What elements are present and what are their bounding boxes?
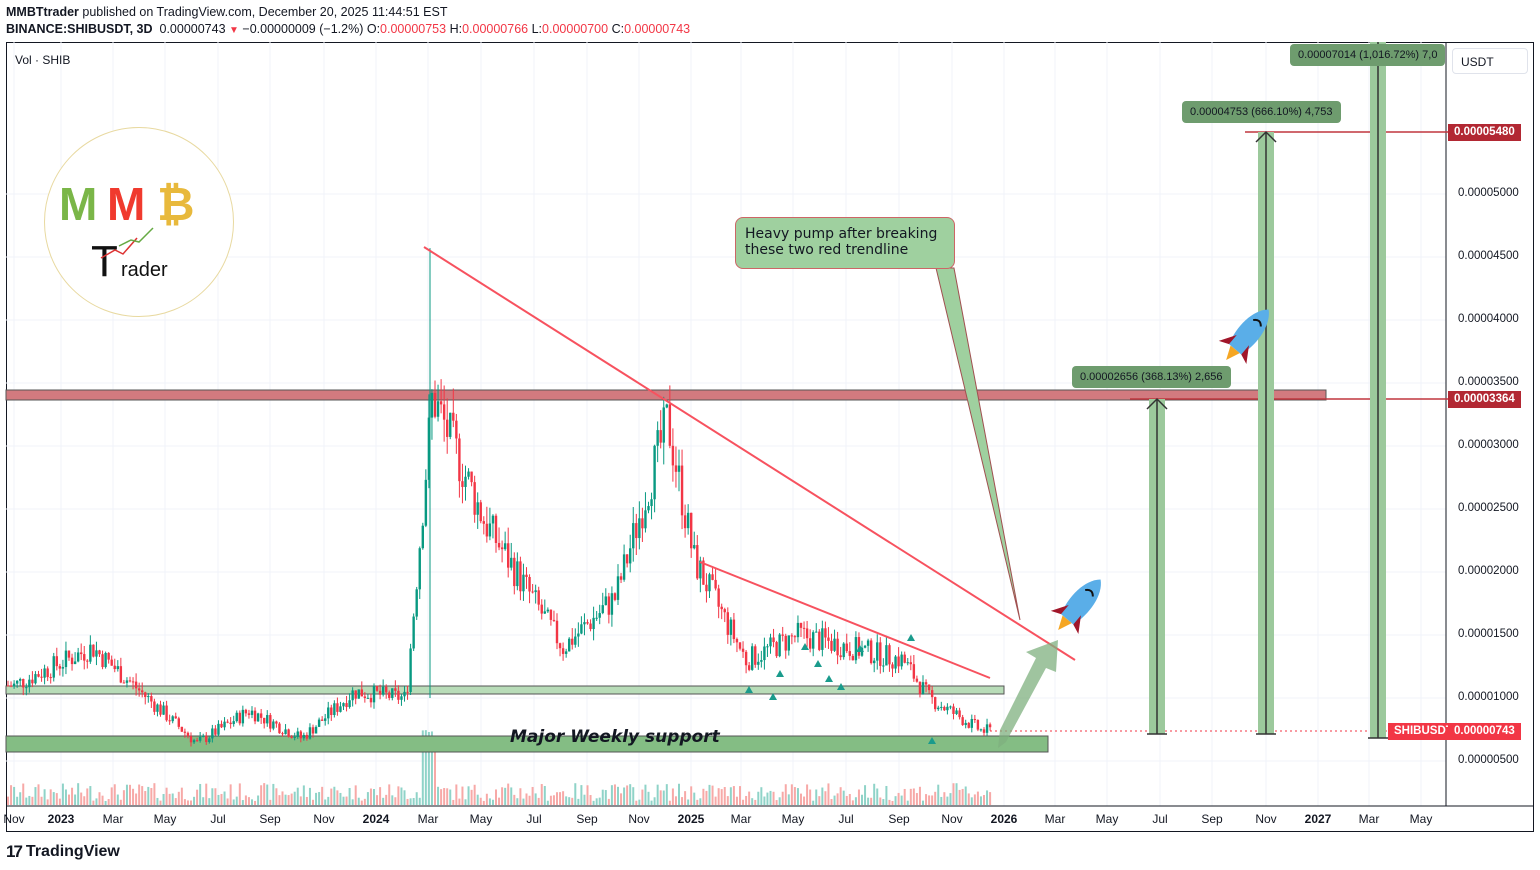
time-tick: Jul bbox=[210, 812, 226, 826]
resistance-price-tag: 0.00003364 bbox=[1448, 391, 1521, 408]
time-tick: Mar bbox=[1044, 812, 1066, 826]
time-tick: 2024 bbox=[362, 812, 390, 826]
time-tick: Nov bbox=[3, 812, 25, 826]
svg-text:rader: rader bbox=[121, 259, 168, 281]
price-tick: 0.00004000 bbox=[1458, 313, 1519, 325]
close-label: C: bbox=[611, 22, 625, 36]
time-tick: 2023 bbox=[47, 812, 75, 826]
open-value: 0.00000753 bbox=[380, 22, 447, 36]
svg-text:T: T bbox=[91, 237, 118, 286]
breakout-arrow bbox=[998, 640, 1058, 748]
time-tick: 2025 bbox=[677, 812, 705, 826]
time-tick: Sep bbox=[259, 812, 281, 826]
chart-pane[interactable] bbox=[6, 42, 1534, 832]
time-tick: Nov bbox=[313, 812, 335, 826]
major-support-zone bbox=[5, 735, 1049, 753]
price-change: −0.00000009 (−1.2%) bbox=[242, 22, 364, 36]
grid-lines bbox=[6, 42, 1446, 806]
current-price-tag: 0.00000743 bbox=[1448, 723, 1521, 740]
target-price-tag: 0.00005480 bbox=[1448, 124, 1521, 141]
high-value: 0.00000766 bbox=[462, 22, 529, 36]
mmbt-logo-icon: M M ₿ T rader bbox=[59, 178, 195, 286]
projection-bars bbox=[1146, 42, 1388, 739]
chart-header: MMBTtrader published on TradingView.com,… bbox=[6, 4, 690, 39]
annotation-callout[interactable]: Heavy pump after breaking these two red … bbox=[735, 217, 955, 269]
time-tick: Jul bbox=[526, 812, 542, 826]
svg-text:M: M bbox=[107, 178, 145, 230]
time-tick: May bbox=[781, 812, 805, 826]
open-label: O: bbox=[366, 22, 381, 36]
support-label: Major Weekly support bbox=[510, 727, 720, 747]
price-tick: 0.00003000 bbox=[1458, 439, 1519, 451]
rocket-icon bbox=[1218, 309, 1269, 364]
price-tick: 0.00005000 bbox=[1458, 187, 1519, 199]
time-tick: May bbox=[153, 812, 177, 826]
low-value: 0.00000700 bbox=[542, 22, 609, 36]
time-tick: Jul bbox=[838, 812, 854, 826]
trendline-minor bbox=[699, 561, 991, 679]
rocket-icon bbox=[1050, 579, 1101, 634]
volume-bars bbox=[7, 730, 992, 805]
time-tick: Sep bbox=[888, 812, 910, 826]
resistance-zone bbox=[5, 389, 1327, 401]
price-tick: 0.00002500 bbox=[1458, 502, 1519, 514]
measure-label-2[interactable]: 0.00004753 (666.10%) 4,753 bbox=[1182, 101, 1341, 123]
symbol-label: BINANCE:SHIBUSDT, 3D bbox=[6, 22, 153, 36]
low-label: L: bbox=[531, 22, 543, 36]
publish-line: MMBTtrader published on TradingView.com,… bbox=[6, 4, 690, 21]
time-tick: Mar bbox=[102, 812, 124, 826]
time-tick: Mar bbox=[730, 812, 752, 826]
time-tick: Jul bbox=[1152, 812, 1168, 826]
currency-button[interactable]: USDT bbox=[1452, 48, 1528, 74]
time-tick: Nov bbox=[941, 812, 963, 826]
time-tick: 2026 bbox=[990, 812, 1018, 826]
callout-pointer bbox=[935, 267, 1021, 621]
time-tick: Sep bbox=[1201, 812, 1223, 826]
ohlc-line: BINANCE:SHIBUSDT, 3D 0.00000743 ▼ −0.000… bbox=[6, 21, 690, 39]
published-text: published on TradingView.com, December 2… bbox=[82, 5, 448, 19]
measure-label-3[interactable]: 0.00007014 (1,016.72%) 7,0 bbox=[1290, 44, 1446, 66]
time-tick: Mar bbox=[1358, 812, 1380, 826]
price-tick: 0.00004500 bbox=[1458, 250, 1519, 262]
close-value: 0.00000743 bbox=[624, 22, 691, 36]
trendline-major bbox=[423, 246, 1076, 661]
candles bbox=[6, 248, 992, 747]
time-tick: May bbox=[1409, 812, 1433, 826]
symbol-tag: SHIBUSDT bbox=[1388, 723, 1459, 740]
time-tick: May bbox=[1095, 812, 1119, 826]
mmbt-logo: M M ₿ T rader bbox=[44, 127, 234, 317]
svg-text:₿: ₿ bbox=[157, 178, 195, 230]
author-name[interactable]: MMBTtrader bbox=[6, 5, 79, 19]
tradingview-footer[interactable]: 17 TradingView bbox=[6, 842, 120, 862]
price-tick: 0.00001000 bbox=[1458, 691, 1519, 703]
price-tick: 0.00003500 bbox=[1458, 376, 1519, 388]
time-tick: Sep bbox=[576, 812, 598, 826]
time-tick: May bbox=[469, 812, 493, 826]
tradingview-logo-icon: 17 bbox=[6, 842, 23, 861]
time-tick: Nov bbox=[628, 812, 650, 826]
measure-label-1[interactable]: 0.00002656 (368.13%) 2,656 bbox=[1072, 366, 1231, 388]
price-tick: 0.00000500 bbox=[1458, 754, 1519, 766]
range-support-zone bbox=[5, 685, 1005, 695]
time-tick: Nov bbox=[1255, 812, 1277, 826]
price-tick: 0.00002000 bbox=[1458, 565, 1519, 577]
volume-label: Vol · SHIB bbox=[15, 53, 71, 67]
high-label: H: bbox=[449, 22, 463, 36]
down-arrow-icon: ▼ bbox=[229, 25, 239, 36]
time-tick: Mar bbox=[417, 812, 439, 826]
last-price: 0.00000743 bbox=[159, 22, 226, 36]
svg-text:M: M bbox=[59, 178, 97, 230]
time-tick: 2027 bbox=[1304, 812, 1332, 826]
signal-markers bbox=[745, 634, 936, 744]
tradingview-brand: TradingView bbox=[25, 843, 120, 860]
price-tick: 0.00001500 bbox=[1458, 628, 1519, 640]
